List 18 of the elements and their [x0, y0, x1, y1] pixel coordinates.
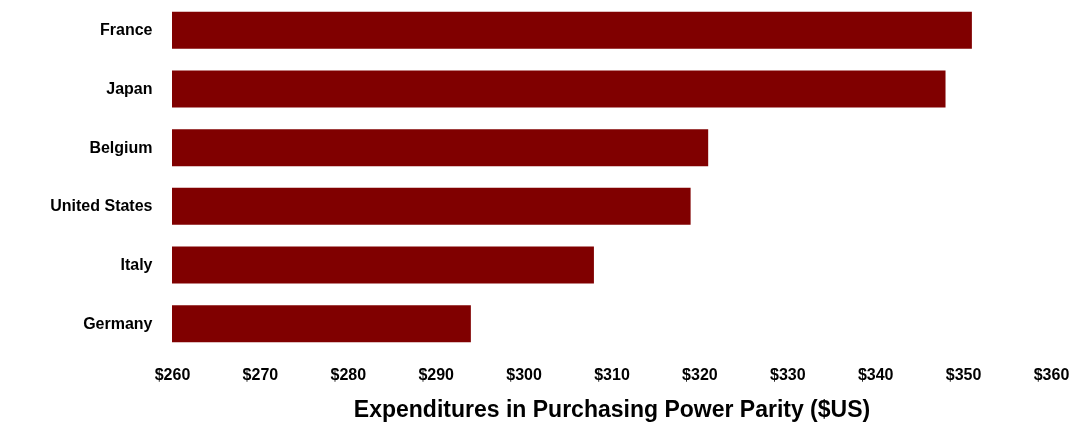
x-tick-label: $260 — [154, 365, 191, 383]
x-tick-label: $320 — [682, 365, 718, 383]
x-tick-label: $280 — [330, 365, 367, 383]
y-tick-label: United States — [50, 197, 153, 215]
x-tick-label: $270 — [242, 365, 279, 383]
y-tick-label: Belgium — [89, 138, 153, 156]
x-tick-label: $300 — [506, 365, 542, 383]
x-tick-label: $330 — [770, 365, 806, 383]
x-tick-label: $290 — [418, 365, 455, 383]
x-axis-title: Expenditures in Purchasing Power Parity ($US) — [353, 395, 871, 422]
y-tick-label: Germany — [83, 314, 153, 332]
x-tick-label: $340 — [857, 365, 894, 383]
x-tick-label: $350 — [945, 365, 982, 383]
y-tick-label: France — [100, 21, 153, 39]
x-tick-label: $310 — [594, 365, 630, 383]
x-tick-label: $360 — [1033, 365, 1070, 383]
y-tick-label: Italy — [120, 256, 153, 274]
y-tick-label: Japan — [106, 79, 153, 97]
